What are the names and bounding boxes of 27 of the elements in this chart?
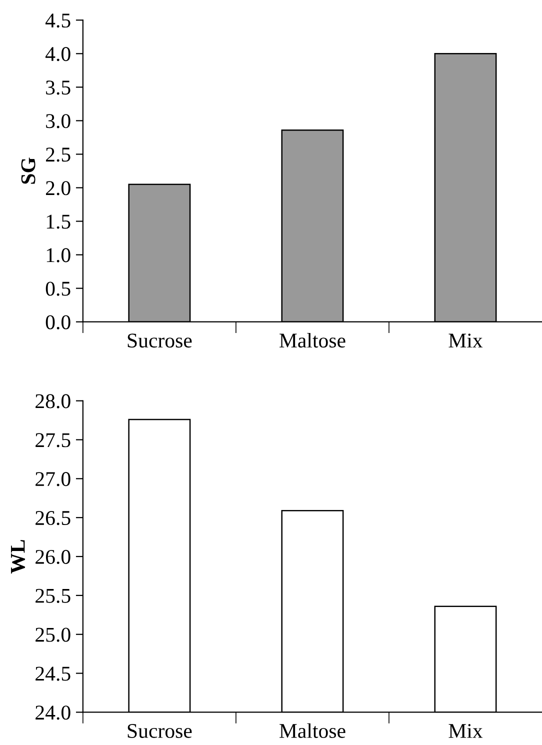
y-axis-title: WL xyxy=(11,540,25,574)
y-tick-label: 25.0 xyxy=(36,628,70,642)
y-tick-label: 24.0 xyxy=(36,706,70,720)
y-tick-label: 26.0 xyxy=(36,550,70,564)
y-tick-label: 0.0 xyxy=(46,315,70,330)
y-tick-label: 27.0 xyxy=(36,472,70,486)
y-tick-label: 28.0 xyxy=(36,394,70,408)
y-tick-label: 2.0 xyxy=(46,181,70,196)
x-tick-label: Mix xyxy=(448,724,483,738)
y-tick-label: 3.0 xyxy=(46,114,70,128)
x-tick-label: Mix xyxy=(448,334,483,348)
x-tick-label: Maltose xyxy=(280,723,346,738)
y-tick-label: 3.5 xyxy=(46,80,70,95)
y-tick-label: 1.5 xyxy=(46,214,70,229)
y-tick-label: 4.0 xyxy=(45,47,70,62)
y-tick-label: 27.5 xyxy=(36,433,70,448)
y-tick-label: 0.5 xyxy=(46,282,70,296)
x-tick-label: Maltose xyxy=(280,332,346,348)
y-axis-title: SG xyxy=(21,158,36,184)
y-tick-label: 1.0 xyxy=(46,248,70,262)
y-tick-label: 26.5 xyxy=(36,511,70,526)
x-tick-label: Sucrose xyxy=(128,334,192,348)
y-tick-label: 4.5 xyxy=(45,14,70,28)
y-tick-label: 25.5 xyxy=(36,588,70,603)
x-tick-label: Sucrose xyxy=(128,724,192,738)
y-tick-label: 2.5 xyxy=(46,148,70,162)
y-tick-label: 24.5 xyxy=(36,666,70,681)
